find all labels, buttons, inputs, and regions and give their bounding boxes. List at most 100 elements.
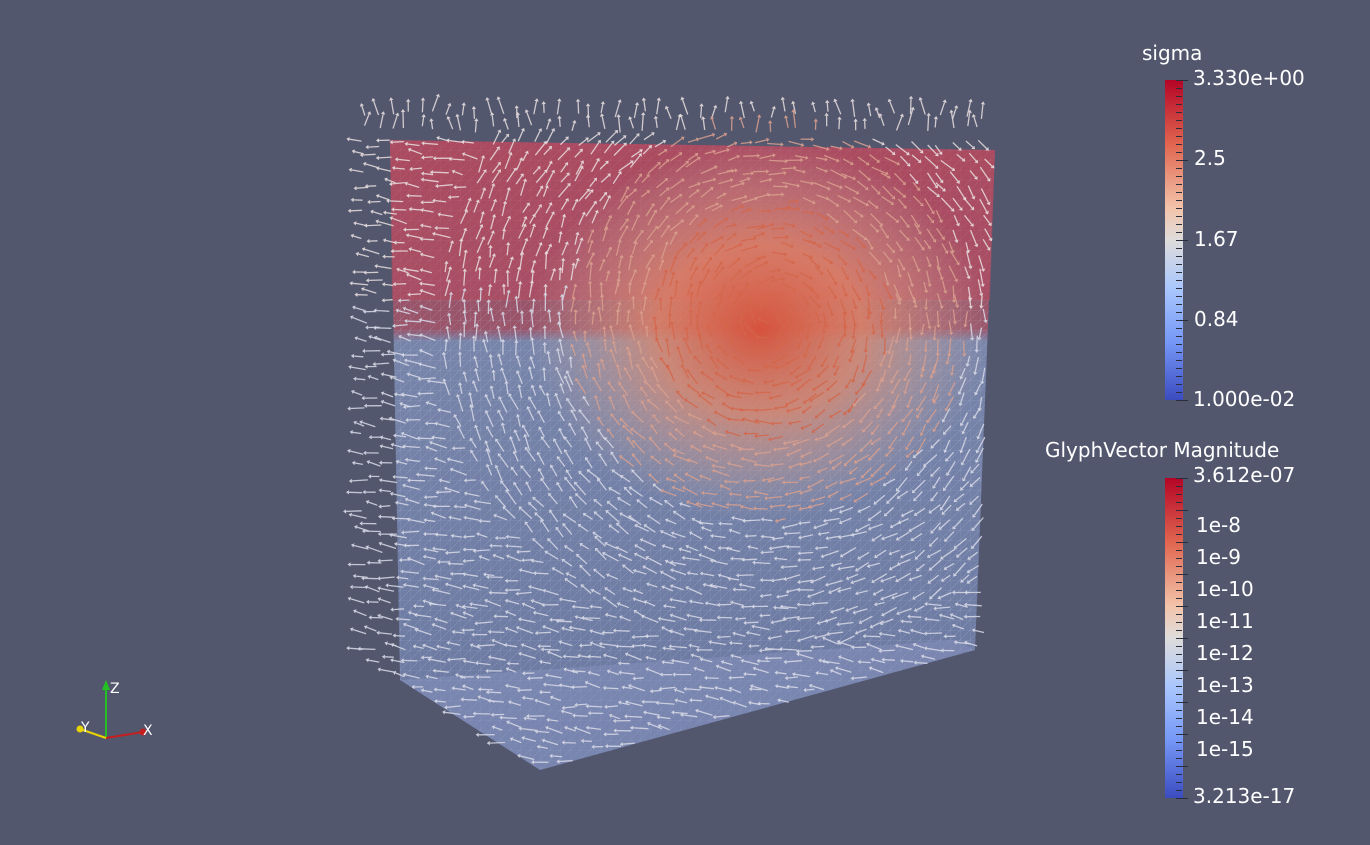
glyph-arrow-head <box>379 416 383 421</box>
glyph-arrow <box>756 194 768 199</box>
glyph-arrow-head <box>390 442 394 447</box>
glyph-arrow <box>731 688 742 694</box>
glyph-arrow <box>474 258 481 272</box>
glyph-arrow-head <box>421 114 426 118</box>
glyph-arrow-head <box>885 234 889 239</box>
glyph-arrow-head <box>578 470 583 475</box>
glyph-arrow <box>395 324 408 327</box>
glyph-arrow-head <box>401 352 404 358</box>
glyph-arrow-head <box>764 260 769 265</box>
glyph-arrow-head <box>607 173 611 178</box>
glyph-arrow <box>392 493 406 498</box>
glyph-arrow-head <box>500 480 504 485</box>
glyph-arrow-head <box>380 399 385 405</box>
glyph-arrow <box>437 534 448 537</box>
glyph-arrow <box>672 614 687 621</box>
glyph-arrow-head <box>503 642 508 648</box>
glyph-arrow-head <box>420 177 424 182</box>
glyph-arrow-head <box>706 323 711 328</box>
glyph-arrow-head <box>359 521 363 526</box>
glyph-arrow <box>487 232 494 245</box>
glyph-arrow-head <box>740 504 744 510</box>
glyph-arrow-head <box>850 532 855 537</box>
glyph-arrow-head <box>941 578 945 582</box>
glyph-arrow <box>678 401 685 410</box>
glyph-arrow <box>787 356 800 364</box>
glyph-arrow <box>610 351 617 364</box>
glyph-arrow-head <box>728 491 732 497</box>
glyph-arrow-head <box>885 471 890 476</box>
glyph-arrow-head <box>781 480 785 485</box>
glyph-label-min: 3.213e-17 <box>1193 784 1296 808</box>
glyph-arrow <box>798 653 814 660</box>
glyph-arrow-head <box>897 297 902 302</box>
glyph-arrow <box>486 99 493 114</box>
glyph-arrow-head <box>648 145 652 149</box>
glyph-arrow <box>935 227 944 238</box>
glyph-arrow <box>626 202 635 216</box>
glyph-arrow <box>671 324 676 340</box>
glyph-arrow <box>814 310 820 322</box>
glyph-arrow-head <box>805 336 810 341</box>
glyph-arrow <box>668 478 677 483</box>
glyph-arrow <box>436 688 446 692</box>
glyph-arrow-head <box>354 292 358 297</box>
glyph-arrow-head <box>461 139 465 145</box>
glyph-arrow-head <box>849 470 853 475</box>
glyph-arrow <box>522 153 528 162</box>
glyph-arrow <box>570 299 575 313</box>
glyph-arrow <box>926 632 943 635</box>
glyph-arrow <box>403 530 420 534</box>
glyph-arrow <box>872 138 883 145</box>
glyph-arrow <box>712 218 727 229</box>
glyph-arrow-head <box>597 139 601 144</box>
glyph-arrow-head <box>625 186 630 190</box>
glyph-arrow-head <box>501 228 507 232</box>
glyph-arrow <box>917 407 924 417</box>
glyph-arrow-head <box>606 270 611 274</box>
glyph-arrow <box>544 739 559 746</box>
glyph-arrow <box>594 533 602 539</box>
glyph-arrow-head <box>468 392 473 396</box>
glyph-arrow <box>403 570 419 574</box>
glyph-arrow-head <box>748 207 752 212</box>
glyph-arrow-head <box>651 132 655 136</box>
glyph-arrow <box>507 600 520 605</box>
glyph-arrow-head <box>642 281 647 286</box>
glyph-arrow <box>370 200 381 203</box>
glyph-arrow <box>631 150 641 158</box>
glyph-arrow-head <box>346 646 350 651</box>
glyph-arrow-head <box>376 138 380 143</box>
glyph-arrow-head <box>455 113 460 118</box>
glyph-arrow-head <box>887 174 891 179</box>
glyph-arrow-head <box>528 584 532 590</box>
glyph-arrow-head <box>579 165 584 170</box>
glyph-arrow <box>410 293 422 296</box>
glyph-arrow-head <box>850 676 854 681</box>
glyph-arrow <box>584 617 601 620</box>
glyph-arrow-head <box>786 684 790 689</box>
glyph-arrow <box>718 179 731 185</box>
glyph-arrow-head <box>711 443 716 448</box>
glyph-arrow <box>490 700 505 703</box>
glyph-arrow-head <box>350 315 354 320</box>
glyph-arrow-head <box>602 551 606 556</box>
glyph-arrow <box>966 251 971 267</box>
glyph-arrow-head <box>837 588 841 593</box>
glyph-arrow <box>624 588 633 593</box>
glyph-arrow-head <box>951 299 957 303</box>
glyph-arrow-head <box>661 626 665 631</box>
glyph-arrow <box>884 156 898 165</box>
glyph-arrow-head <box>653 209 657 214</box>
glyph-arrow-head <box>616 602 621 607</box>
glyph-arrow-head <box>695 232 700 236</box>
glyph-arrow-head <box>643 524 648 528</box>
glyph-arrow <box>392 377 405 383</box>
glyph-arrow-head <box>639 538 644 543</box>
glyph-arrow-head <box>604 612 609 618</box>
glyph-arrow <box>644 566 658 574</box>
glyph-arrow <box>444 341 447 352</box>
glyph-arrow-head <box>359 152 363 158</box>
